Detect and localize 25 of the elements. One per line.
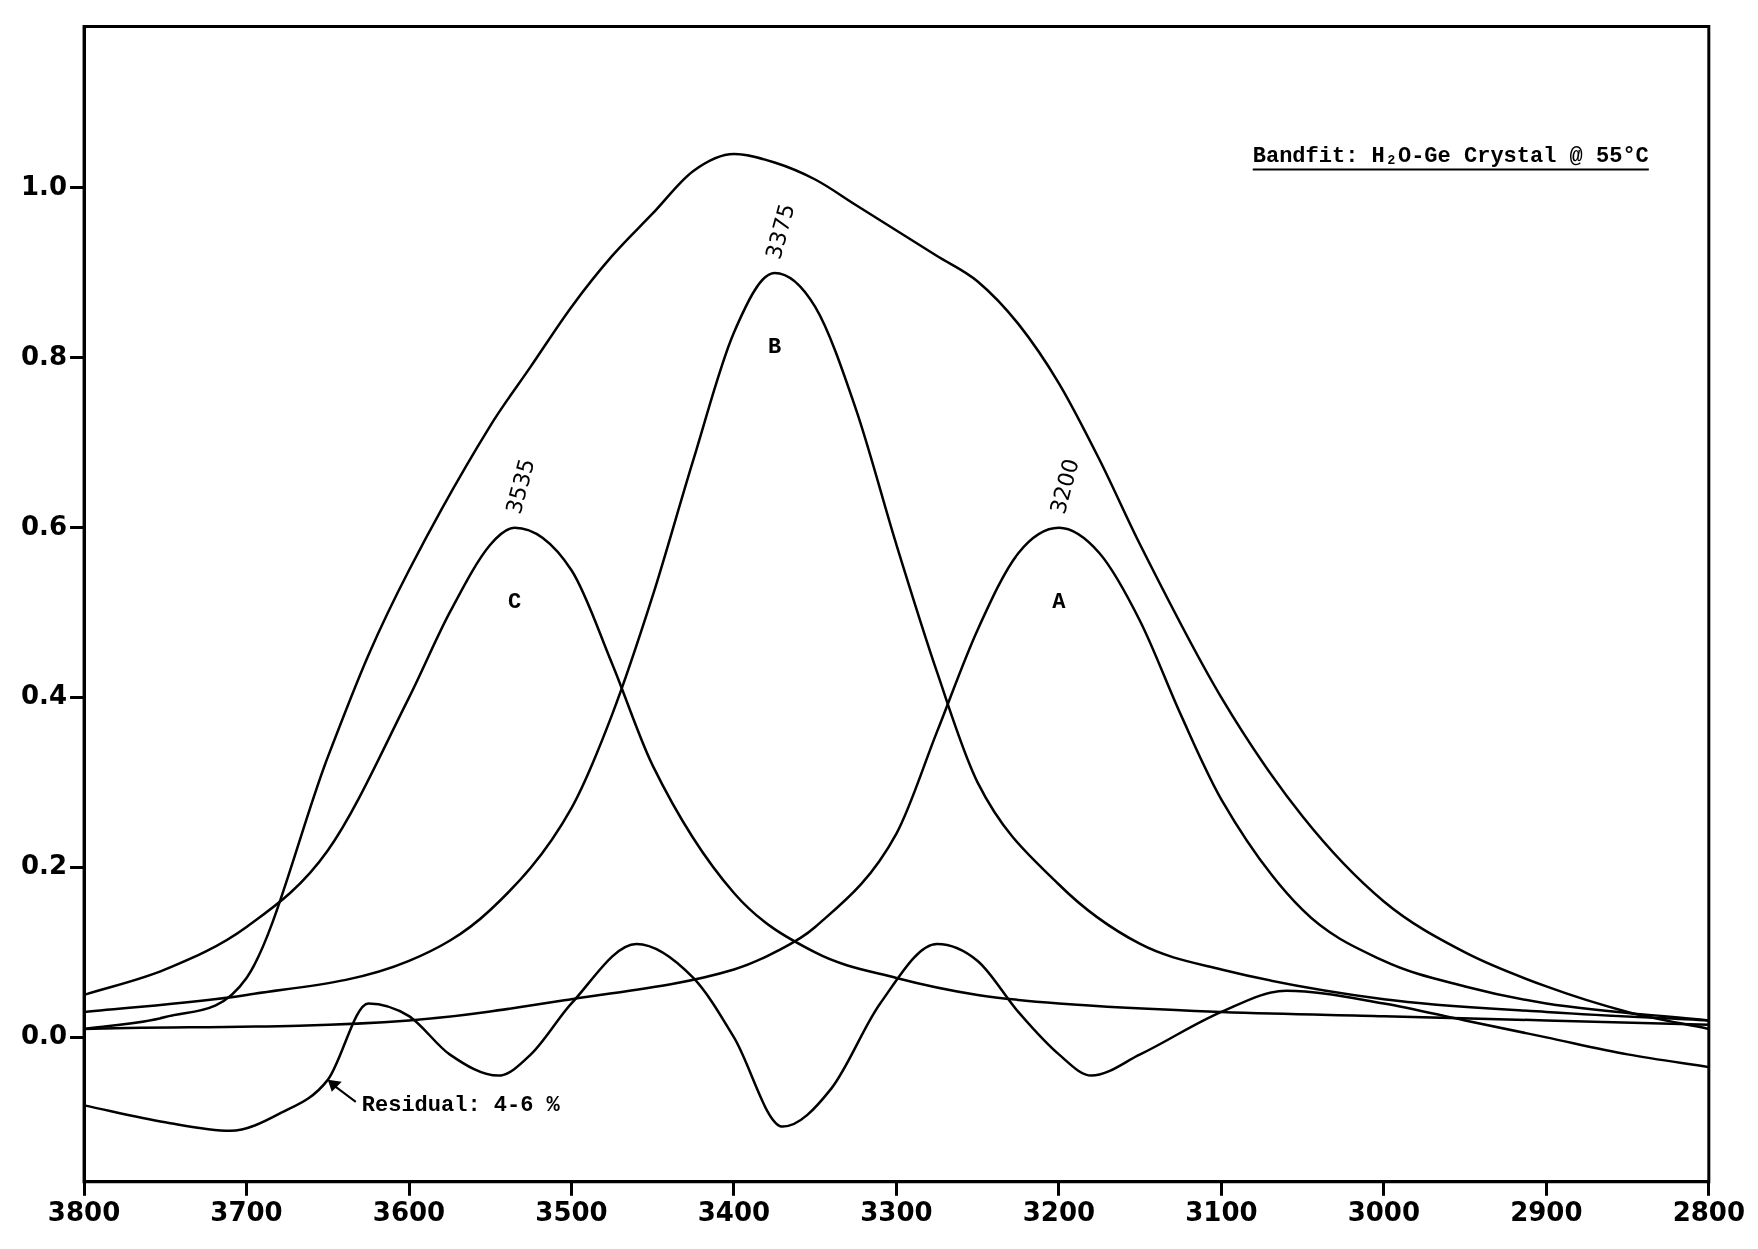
x-tick-label: 2800 <box>1672 1197 1746 1228</box>
x-tick-label: 2900 <box>1510 1197 1583 1228</box>
annotation: 3535 <box>500 455 540 517</box>
x-tick-label: 3000 <box>1347 1197 1421 1228</box>
y-tick-label: 0.0 <box>21 1020 68 1051</box>
y-tick-label: 0.6 <box>21 510 68 541</box>
x-tick-label: 3200 <box>1022 1197 1096 1228</box>
x-tick-label: 3400 <box>697 1197 771 1228</box>
annotation: 3375 <box>760 201 800 262</box>
annotation: Residual: 4-6 % <box>361 1093 561 1119</box>
y-tick-label: 0.4 <box>21 680 68 711</box>
text: Bandfit: H₂O-Ge Crystal @ 55°C <box>1252 143 1649 169</box>
y-tick-label: 1.0 <box>21 170 68 201</box>
x-tick-label: 3500 <box>535 1197 608 1228</box>
x-tick-label: 3800 <box>47 1197 121 1228</box>
annotation: 3200 <box>1045 455 1084 517</box>
x-tick-label: 3700 <box>210 1197 283 1228</box>
series-label: B <box>767 335 782 361</box>
x-tick-label: 3300 <box>860 1197 933 1228</box>
x-tick-label: 3600 <box>372 1197 446 1228</box>
x-tick-label: 3100 <box>1185 1197 1258 1228</box>
series-label: C <box>508 590 522 616</box>
text: A <box>1052 590 1067 616</box>
y-tick-label: 0.8 <box>21 340 68 371</box>
y-tick-label: 0.2 <box>21 850 68 881</box>
